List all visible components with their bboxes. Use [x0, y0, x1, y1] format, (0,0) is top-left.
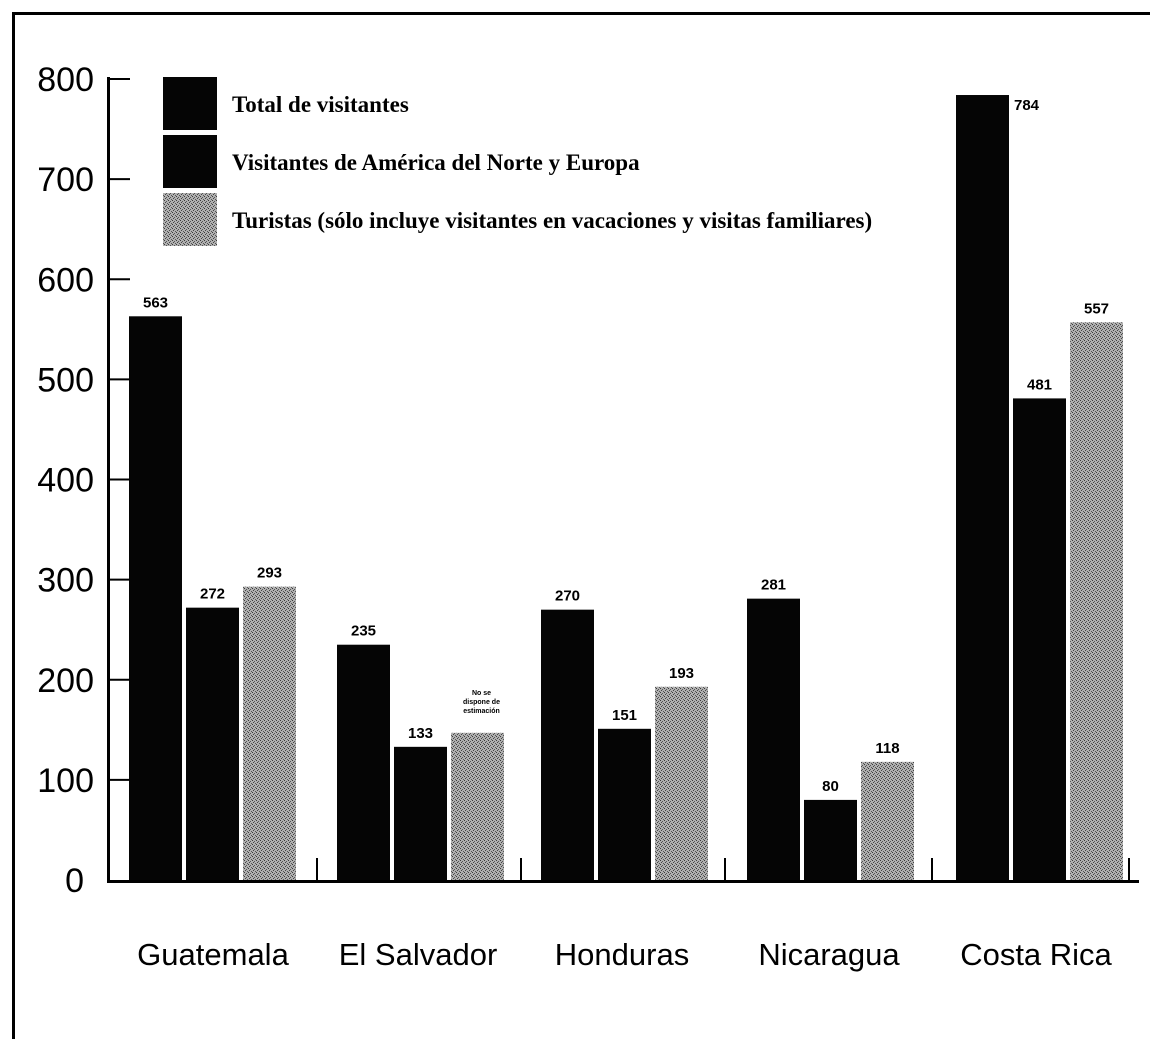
y-tick-label: 0: [65, 862, 84, 900]
data-label: 270: [555, 588, 580, 605]
y-tick-labels: 0 100 200 300 400 500 600 700 800: [37, 61, 130, 900]
bar-total: [541, 609, 594, 880]
bar-north-america-europe: [804, 799, 857, 880]
y-tick-mark: [108, 478, 130, 481]
bar-north-america-europe: [186, 607, 239, 880]
bar-tourists: [861, 761, 914, 880]
y-tick-label: 300: [37, 562, 94, 600]
y-tick-label: 400: [37, 462, 94, 500]
y-tick-mark: [108, 278, 130, 281]
bar-total: [337, 644, 390, 880]
category-label: Guatemala: [137, 937, 289, 972]
category-label: Costa Rica: [960, 937, 1112, 972]
y-tick-label: 500: [37, 361, 94, 399]
data-label: 272: [200, 586, 225, 603]
category-label: El Salvador: [339, 937, 498, 972]
x-tick-mark: [316, 858, 318, 880]
bar-tourists: [1070, 322, 1123, 881]
bar-north-america-europe: [1013, 398, 1066, 880]
data-label: 151: [612, 707, 637, 724]
x-tick-mark: [520, 858, 522, 880]
category-label: Nicaragua: [758, 937, 900, 972]
border-top: [12, 12, 1150, 15]
x-tick-mark: [931, 858, 933, 880]
data-labels: 563 235 270 281 784 272 133 151 80 481 293 193 118 55…: [143, 97, 1109, 795]
y-tick-label: 800: [37, 61, 94, 99]
y-tick-label: 600: [37, 261, 94, 299]
data-label: 193: [669, 665, 694, 682]
legend-swatch-tourists: [163, 193, 217, 246]
data-label: 118: [875, 740, 899, 757]
bar-tourists: [243, 586, 296, 880]
category-label: Honduras: [555, 937, 689, 972]
category-labels: Guatemala El Salvador Honduras Nicaragua Cos…: [137, 937, 1112, 972]
y-tick-mark: [108, 378, 130, 381]
bar-total: [747, 598, 800, 880]
legend-swatch-north-america-europe: [163, 135, 217, 188]
x-tick-mark: [1128, 858, 1130, 880]
legend-swatch-total: [163, 77, 217, 130]
bars: [129, 95, 1123, 881]
bar-total: [956, 95, 1009, 880]
legend-label-tourists: Turistas (sólo incluye visitantes en vac…: [232, 208, 872, 233]
annotation-text: dispone de: [463, 699, 500, 706]
border-left: [12, 12, 15, 1039]
data-label: 80: [822, 778, 839, 795]
bar-tourists: [451, 732, 504, 880]
y-tick-label: 100: [37, 762, 94, 800]
data-label: 293: [257, 565, 282, 582]
legend-label-north-america-europe: Visitantes de América del Norte y Europa: [232, 150, 640, 175]
y-tick-mark: [108, 678, 130, 681]
data-label: 281: [761, 577, 786, 594]
bar-total: [129, 316, 182, 880]
y-tick-mark: [108, 78, 130, 80]
annotation-text: estimación: [463, 708, 500, 715]
data-label: 784: [1014, 97, 1040, 114]
legend: Total de visitantes Visitantes de Améric…: [163, 77, 872, 246]
data-label: 563: [143, 294, 168, 311]
data-label: 133: [408, 725, 433, 742]
data-label: 235: [351, 623, 376, 640]
annotation-text: No se: [472, 690, 491, 697]
y-tick-mark: [108, 778, 130, 781]
y-tick-label: 700: [37, 161, 94, 199]
x-axis-line: [107, 880, 1139, 883]
bar-tourists: [655, 686, 708, 880]
y-tick-mark: [108, 578, 130, 581]
y-tick-mark: [108, 178, 130, 181]
bar-north-america-europe: [598, 728, 651, 880]
y-tick-label: 200: [37, 662, 94, 700]
data-label: 557: [1084, 300, 1109, 317]
bar-north-america-europe: [394, 746, 447, 880]
data-label: 481: [1027, 376, 1052, 393]
x-tick-mark: [724, 858, 726, 880]
legend-label-total: Total de visitantes: [232, 92, 409, 117]
